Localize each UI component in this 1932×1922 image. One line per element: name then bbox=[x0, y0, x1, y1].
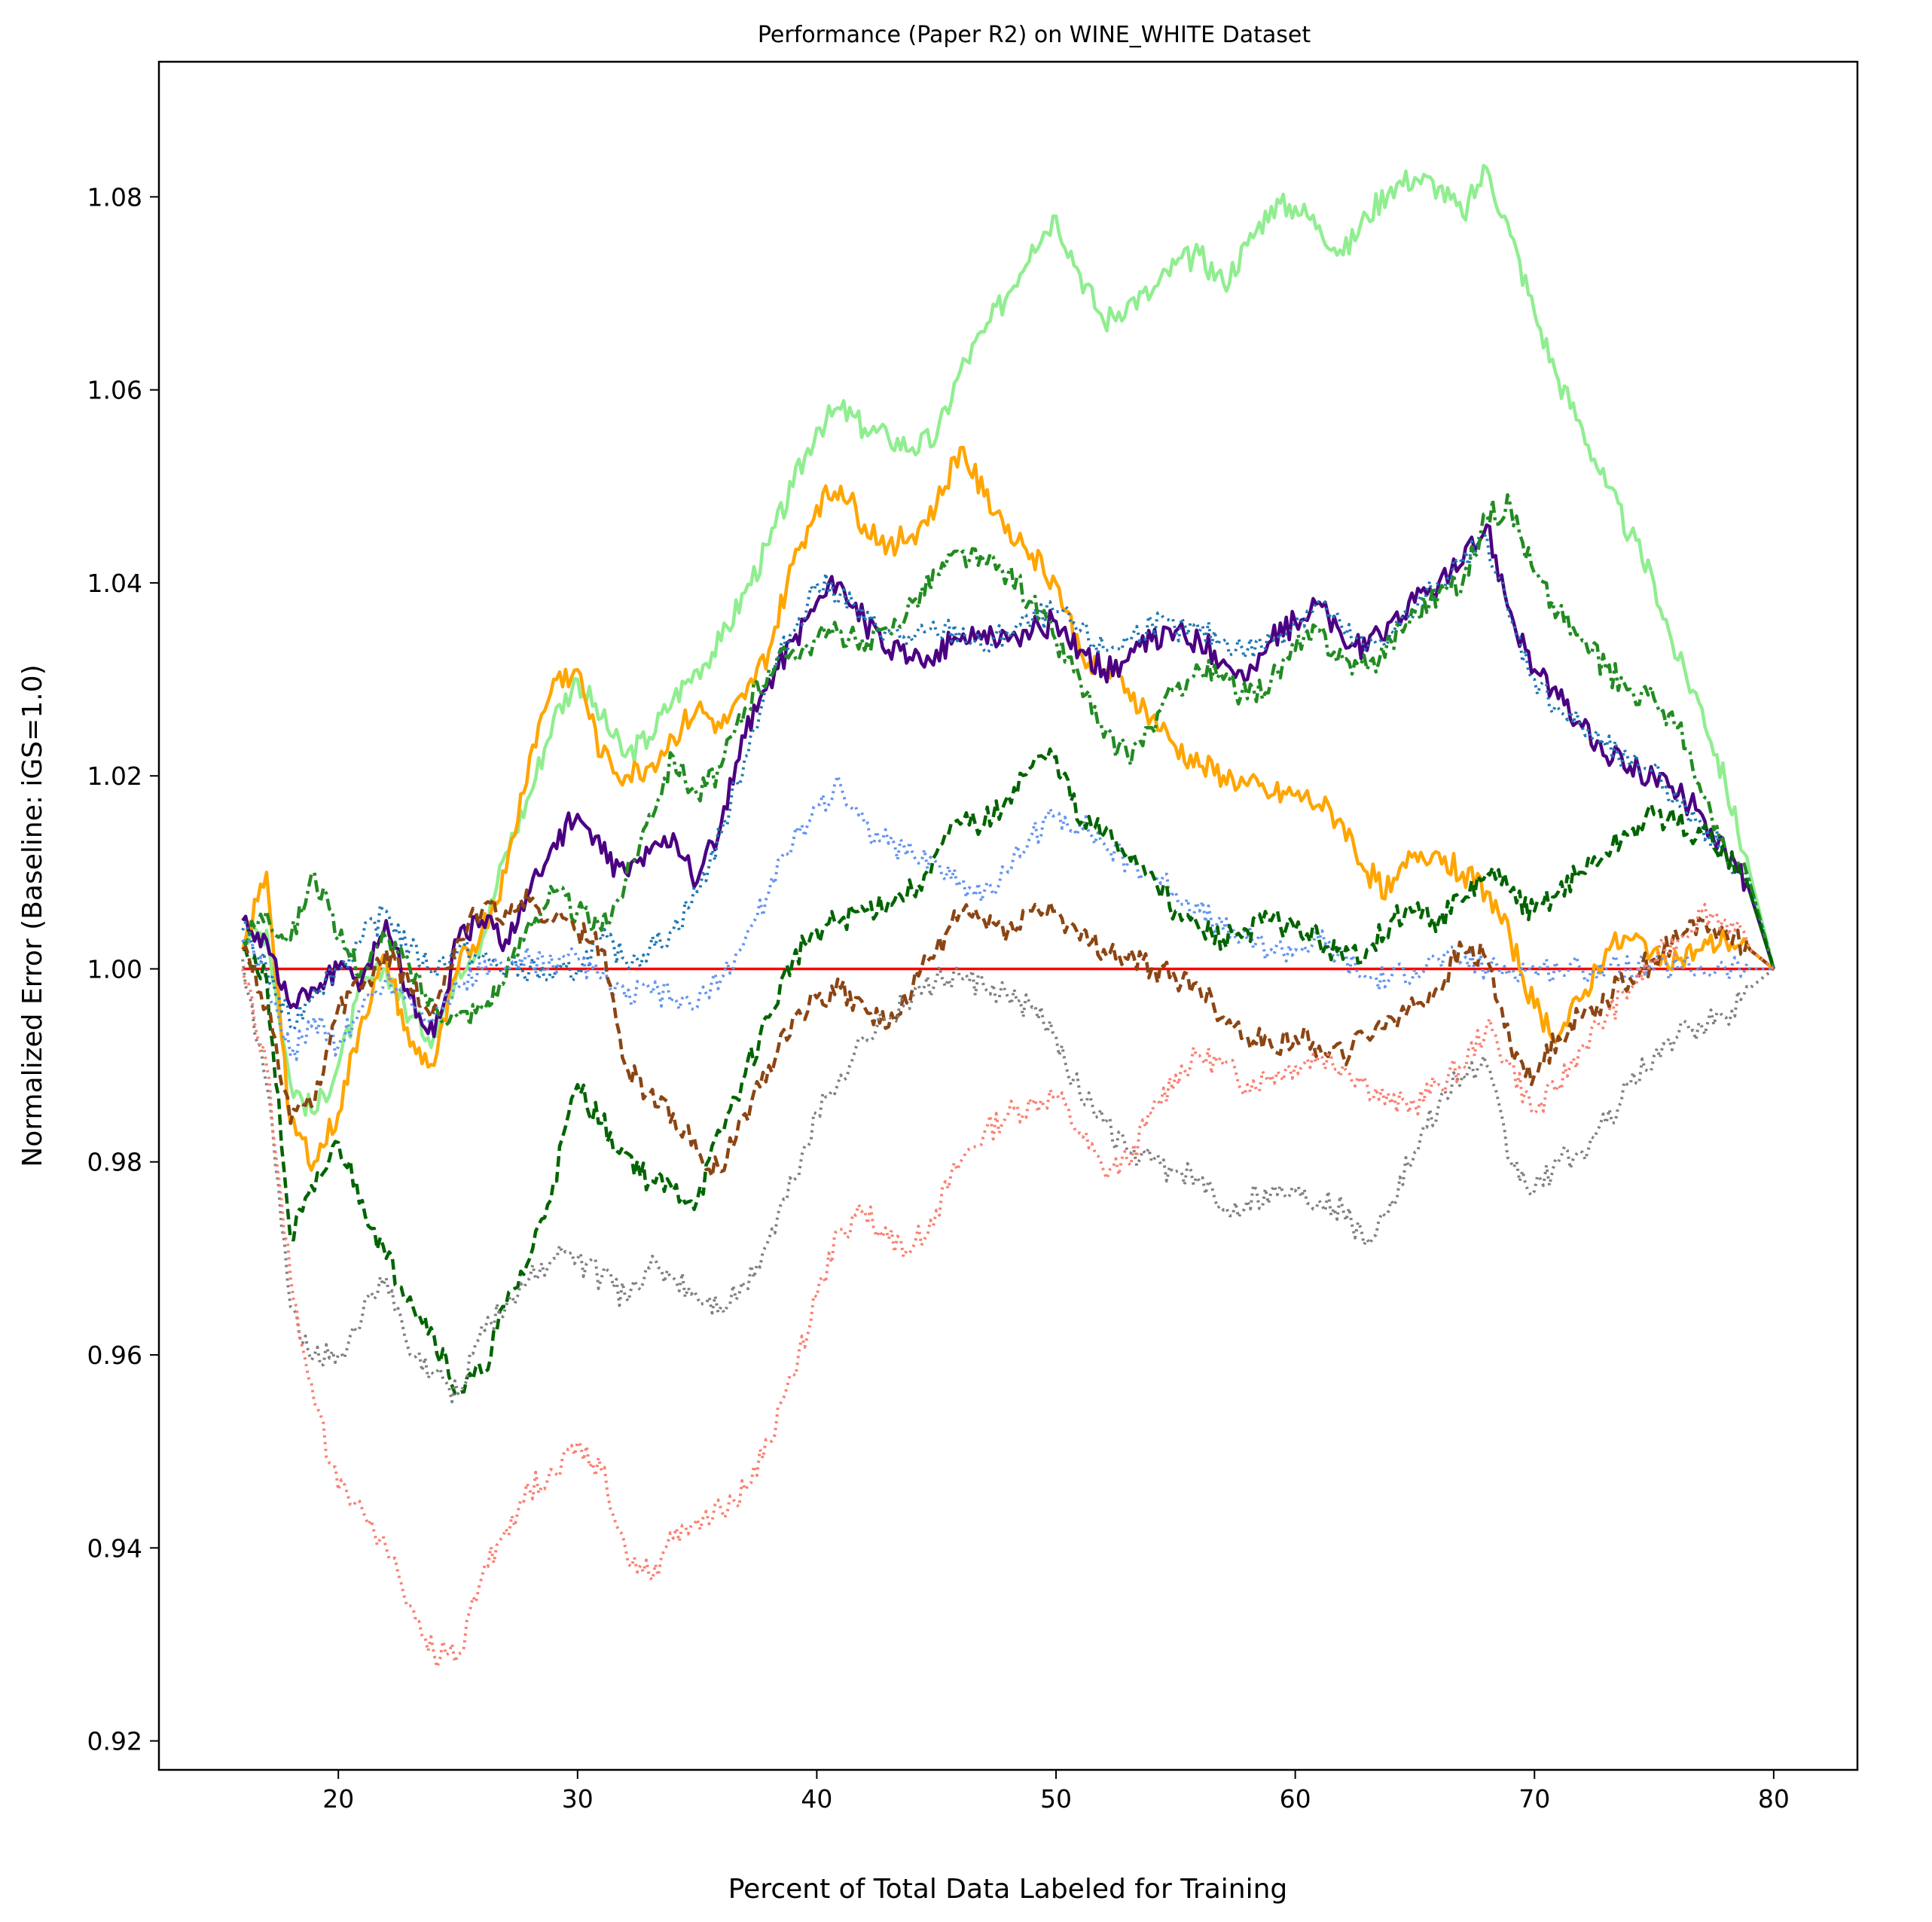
series-line-3 bbox=[241, 445, 1775, 1172]
y-tick-label: 1.06 bbox=[87, 376, 142, 405]
series-line-7 bbox=[241, 773, 1774, 1061]
y-tick-label: 1.00 bbox=[87, 954, 142, 984]
x-axis-label: Percent of Total Data Labeled for Traini… bbox=[728, 1874, 1288, 1905]
x-tick-label: 30 bbox=[562, 1784, 594, 1814]
y-tick-label: 0.94 bbox=[87, 1533, 142, 1563]
axis-ticks: 20 30 40 50 60 70 80 0.92 0.94 0.96 0.98 1.00 1.02 1.… bbox=[87, 182, 1790, 1814]
y-axis-label: Normalized Error (Baseline: iGS=1.0) bbox=[17, 664, 48, 1167]
y-tick-label: 1.08 bbox=[87, 182, 142, 212]
plot-frame bbox=[157, 60, 1859, 1771]
x-tick-label: 80 bbox=[1758, 1784, 1790, 1814]
series-line-8 bbox=[243, 747, 1775, 1396]
y-tick-label: 1.02 bbox=[87, 761, 142, 791]
plot-area bbox=[241, 163, 1775, 1669]
series-line-11 bbox=[241, 902, 1775, 1669]
y-tick-label: 0.92 bbox=[87, 1727, 142, 1756]
chart-title: Performance (Paper R2) on WINE_WHITE Dat… bbox=[758, 22, 1311, 48]
series-line-6 bbox=[241, 493, 1775, 1027]
x-tick-label: 60 bbox=[1280, 1784, 1311, 1814]
series-line-4 bbox=[241, 523, 1775, 1039]
x-tick-label: 70 bbox=[1518, 1784, 1550, 1814]
series-line-10 bbox=[241, 959, 1775, 1404]
y-tick-label: 0.96 bbox=[87, 1341, 142, 1370]
x-tick-label: 20 bbox=[322, 1784, 354, 1814]
y-tick-label: 0.98 bbox=[87, 1148, 142, 1177]
x-tick-label: 50 bbox=[1040, 1784, 1072, 1814]
x-tick-label: 40 bbox=[801, 1784, 832, 1814]
y-tick-label: 1.04 bbox=[87, 569, 142, 598]
series-line-2 bbox=[241, 163, 1775, 1117]
series-line-9 bbox=[241, 888, 1775, 1179]
